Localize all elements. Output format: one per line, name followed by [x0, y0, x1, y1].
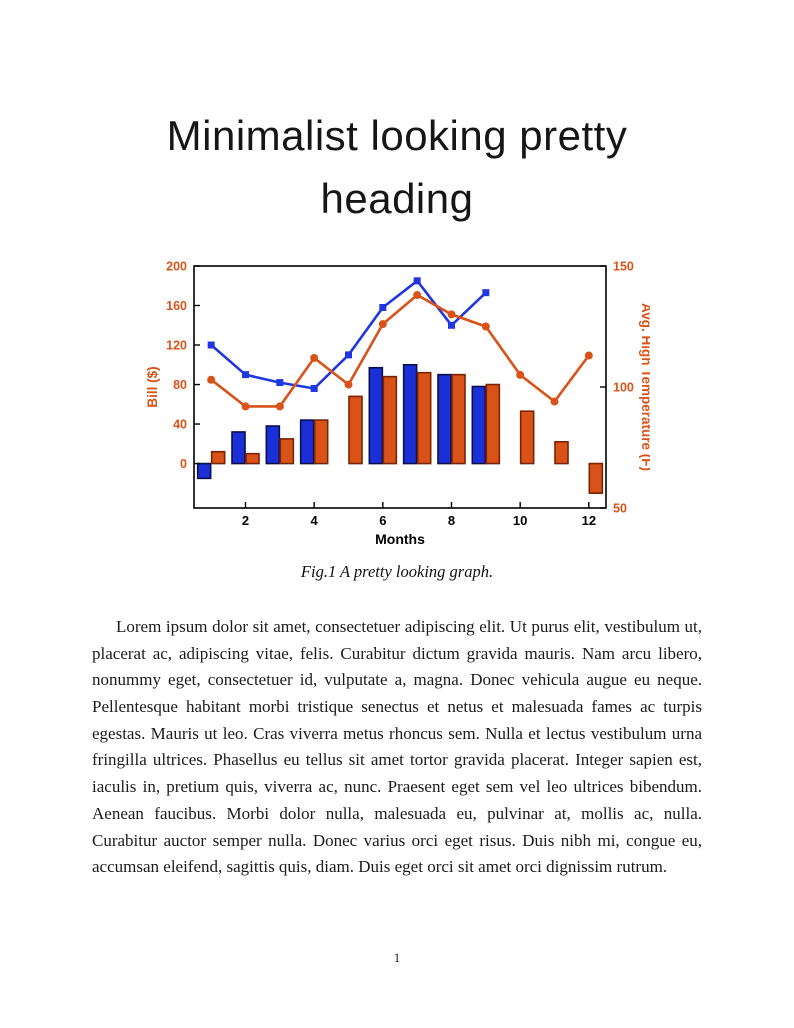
orange-line-circles-marker	[207, 375, 216, 384]
orange-line-circles-marker	[550, 397, 559, 406]
figure: 2 4 6 8 10 12 Months 0 40 80 120 160 200 50 100 150 Bill…	[0, 256, 794, 582]
bill-blue-bars-bar	[231, 431, 246, 465]
blue-line-squares-marker	[379, 303, 387, 311]
blue-line-squares-marker	[482, 289, 490, 297]
left-tick-label: 0	[180, 457, 187, 471]
orange-line-circles-marker	[584, 351, 593, 360]
orange-line-circles-marker	[516, 370, 525, 379]
bill-orange-bars-bar	[382, 375, 398, 465]
bill-orange-bars-bar	[519, 410, 535, 465]
bill-blue-bars-bar	[471, 385, 487, 465]
left-tick-label: 200	[166, 260, 187, 274]
orange-line-circles-marker	[344, 380, 353, 389]
right-tick-label: 50	[613, 502, 627, 516]
orange-line-circles-marker	[241, 402, 250, 411]
bill-blue-bars-bar	[368, 366, 384, 465]
blue-line-squares-marker	[448, 321, 455, 329]
bill-orange-bars-bar	[279, 438, 295, 465]
bill-orange-bars-bar	[416, 371, 432, 465]
orange-line-circles-marker	[413, 291, 422, 300]
blue-line-squares-path	[210, 278, 487, 390]
orange-line-circles-marker	[310, 353, 319, 362]
right-axis-label: Avg. High Temperature (F)	[639, 303, 650, 471]
blue-line-squares-marker	[276, 379, 284, 387]
blue-line-squares-marker	[345, 351, 352, 359]
x-tick-label: 10	[513, 513, 527, 528]
bill-blue-bars-bar	[265, 425, 281, 465]
bill-orange-bars-bar	[313, 419, 329, 465]
x-axis-label: Months	[375, 531, 425, 547]
bill-blue-bars-bar	[299, 419, 315, 465]
bill-orange-bars-bar	[485, 383, 501, 465]
bill-orange-bars-bar	[451, 373, 466, 465]
body-paragraph: Lorem ipsum dolor sit amet, consectetuer…	[92, 617, 702, 877]
orange-line-circles-path	[210, 293, 590, 408]
bill-blue-bars-bar	[437, 373, 452, 465]
page-title: Minimalist looking pretty heading	[166, 112, 628, 222]
figure-chart: 2 4 6 8 10 12 Months 0 40 80 120 160 200 50 100 150 Bill…	[145, 260, 650, 548]
left-tick-label: 40	[173, 418, 187, 432]
bill-orange-bars-bar	[588, 462, 604, 494]
bill-orange-bars-bar	[348, 395, 363, 465]
figure-caption: Fig.1 A pretty looking graph.	[300, 562, 494, 581]
x-tick-label: 4	[311, 513, 319, 528]
bill-blue-bars-bar	[402, 363, 418, 465]
right-tick-label: 100	[613, 381, 634, 395]
left-tick-label: 160	[166, 299, 187, 313]
bill-orange-bars-bar	[554, 441, 569, 465]
orange-line-circles-marker	[275, 402, 284, 411]
x-tick-label: 12	[582, 513, 596, 528]
right-tick-label: 150	[613, 260, 634, 274]
axes-frame	[193, 265, 607, 509]
bill-orange-bars-bar	[245, 452, 260, 465]
blue-line-squares-marker	[207, 341, 215, 349]
x-tick-label: 2	[242, 513, 249, 528]
orange-line-circles-marker	[447, 310, 456, 319]
blue-line-squares-marker	[242, 371, 249, 379]
page-number: 1	[393, 950, 401, 965]
left-tick-label: 120	[166, 339, 187, 353]
x-tick-label: 6	[379, 513, 386, 528]
bill-orange-bars-bar	[210, 450, 226, 465]
left-axis-label: Bill ($)	[145, 366, 160, 407]
blue-line-squares-marker	[310, 384, 318, 392]
x-tick-label: 8	[448, 513, 455, 528]
orange-line-circles-marker	[378, 320, 387, 329]
bill-blue-bars-bar	[196, 462, 212, 480]
orange-line-circles-marker	[481, 322, 490, 331]
left-tick-label: 80	[173, 378, 187, 392]
blue-line-squares-marker	[413, 277, 421, 285]
